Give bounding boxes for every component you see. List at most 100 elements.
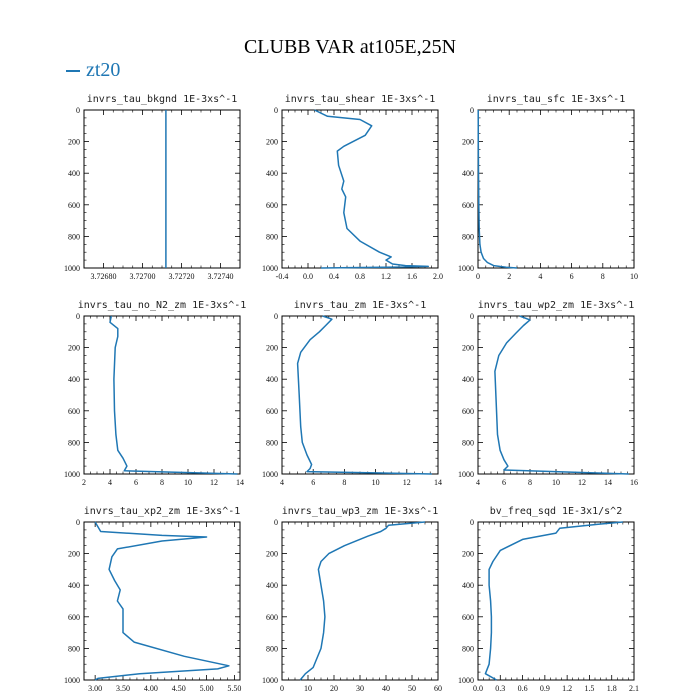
panel-title: invrs_tau_wp3_zm 1E-3xs^-1 (282, 506, 439, 517)
x-tick-label: 40 (382, 684, 390, 693)
y-tick-label: 200 (266, 138, 278, 147)
y-tick-label: 0 (76, 518, 80, 527)
series-line-zt20 (314, 109, 430, 269)
x-tick-label: 2 (82, 478, 86, 487)
x-tick-label: 14 (604, 478, 612, 487)
y-tick-label: 0 (274, 106, 278, 115)
y-tick-label: 1000 (64, 470, 80, 479)
y-tick-label: 0 (274, 518, 278, 527)
x-tick-label: 1.2 (562, 684, 572, 693)
y-tick-label: 400 (462, 375, 474, 384)
y-tick-label: 200 (462, 550, 474, 559)
panel-6: invrs_tau_wp2_zm 1E-3xs^-1 4 6 8 10 12 14 16 0 20… (458, 300, 638, 487)
panel-2: invrs_tau_shear 1E-3xs^-1 -0.4 0.0 0.4 0.8 1.… (262, 94, 443, 281)
panel-title: invrs_tau_bkgnd 1E-3xs^-1 (87, 94, 238, 105)
y-tick-label: 600 (462, 613, 474, 622)
x-tick-label: 14 (236, 478, 244, 487)
y-tick-label: 600 (462, 201, 474, 210)
x-tick-label: 0.0 (303, 272, 313, 281)
y-tick-label: 800 (462, 438, 474, 447)
panel-3: invrs_tau_sfc 1E-3xs^-1 0 2 4 6 8 10 0 200 400 600… (458, 94, 638, 281)
y-tick-label: 1000 (64, 264, 80, 273)
x-tick-label: 4 (538, 272, 542, 281)
y-tick-label: 200 (68, 550, 80, 559)
x-tick-label: 0.8 (355, 272, 365, 281)
y-tick-label: 200 (68, 138, 80, 147)
plot-frame (477, 521, 635, 681)
x-tick-label: 0.4 (329, 272, 339, 281)
y-tick-label: 800 (68, 438, 80, 447)
x-tick-label: 3.00 (88, 684, 102, 693)
y-tick-label: 800 (68, 644, 80, 653)
plot-frame (477, 315, 635, 475)
plot-frame (83, 109, 241, 269)
y-tick-label: 800 (266, 232, 278, 241)
y-tick-label: 1000 (64, 676, 80, 685)
x-tick-label: 12 (403, 478, 411, 487)
y-tick-label: 800 (462, 232, 474, 241)
x-tick-label: -0.4 (276, 272, 289, 281)
x-tick-label: 6 (502, 478, 506, 487)
panel-8: invrs_tau_wp3_zm 1E-3xs^-10 10 20 30 40 50 600… (262, 506, 442, 693)
x-tick-label: 0.3 (495, 684, 505, 693)
x-tick-label: 10 (184, 478, 192, 487)
x-tick-label: 1.2 (381, 272, 391, 281)
x-tick-label: 12 (578, 478, 586, 487)
series-line-zt20 (494, 315, 629, 475)
panel-title: invrs_tau_zm 1E-3xs^-1 (294, 300, 426, 311)
x-tick-label: 4.50 (172, 684, 186, 693)
x-tick-label: 3.72720 (169, 272, 195, 281)
x-tick-label: 14 (434, 478, 442, 487)
y-tick-label: 200 (266, 550, 278, 559)
series-line-zt20 (299, 521, 426, 681)
x-tick-label: 3.72700 (130, 272, 156, 281)
x-tick-label: 6 (570, 272, 574, 281)
series-line-zt20 (477, 109, 518, 269)
y-tick-label: 600 (266, 613, 278, 622)
y-tick-label: 0 (470, 106, 474, 115)
y-tick-label: 0 (274, 312, 278, 321)
x-tick-label: 4.00 (144, 684, 158, 693)
x-tick-label: 8 (601, 272, 605, 281)
plot-frame (281, 521, 439, 681)
x-tick-label: 3.72680 (91, 272, 117, 281)
y-tick-label: 600 (68, 613, 80, 622)
x-tick-label: 6 (311, 478, 315, 487)
plot-frame (83, 315, 241, 475)
x-tick-label: 8 (528, 478, 532, 487)
x-tick-label: 5.00 (200, 684, 214, 693)
y-tick-label: 0 (76, 106, 80, 115)
y-tick-label: 400 (68, 375, 80, 384)
x-tick-label: 10 (304, 684, 312, 693)
y-tick-label: 600 (68, 407, 80, 416)
y-tick-label: 400 (462, 581, 474, 590)
y-tick-label: 1000 (262, 676, 278, 685)
x-tick-label: 5.50 (227, 684, 241, 693)
y-tick-label: 800 (462, 644, 474, 653)
y-tick-label: 200 (266, 344, 278, 353)
panel-7: invrs_tau_xp2_zm 1E-3xs^-1 3.00 3.50 4.00 4.… (64, 506, 241, 693)
y-tick-label: 400 (266, 169, 278, 178)
legend: zt20 (66, 59, 120, 82)
panel-5: invrs_tau_zm 1E-3xs^-1 4 6 8 10 12 14 0 200 400 60… (262, 300, 442, 487)
y-tick-label: 1000 (458, 676, 474, 685)
x-tick-label: 10 (372, 478, 380, 487)
x-tick-label: 4 (280, 478, 284, 487)
x-tick-label: 1.5 (584, 684, 594, 693)
x-tick-label: 30 (356, 684, 364, 693)
x-tick-label: 4 (108, 478, 112, 487)
y-tick-label: 600 (266, 407, 278, 416)
y-tick-label: 200 (68, 344, 80, 353)
x-tick-label: 0.0 (473, 684, 483, 693)
y-tick-label: 0 (470, 312, 474, 321)
y-tick-label: 400 (266, 581, 278, 590)
y-tick-label: 0 (470, 518, 474, 527)
x-tick-label: 0.6 (518, 684, 528, 693)
plot-frame (477, 109, 635, 269)
series-line-zt20 (94, 521, 230, 681)
panel-title: invrs_tau_xp2_zm 1E-3xs^-1 (84, 506, 241, 517)
x-tick-label: 16 (630, 478, 638, 487)
panel-title: invrs_tau_no_N2_zm 1E-3xs^-1 (78, 300, 247, 311)
figure-title: CLUBB VAR at105E,25N (243, 36, 457, 58)
